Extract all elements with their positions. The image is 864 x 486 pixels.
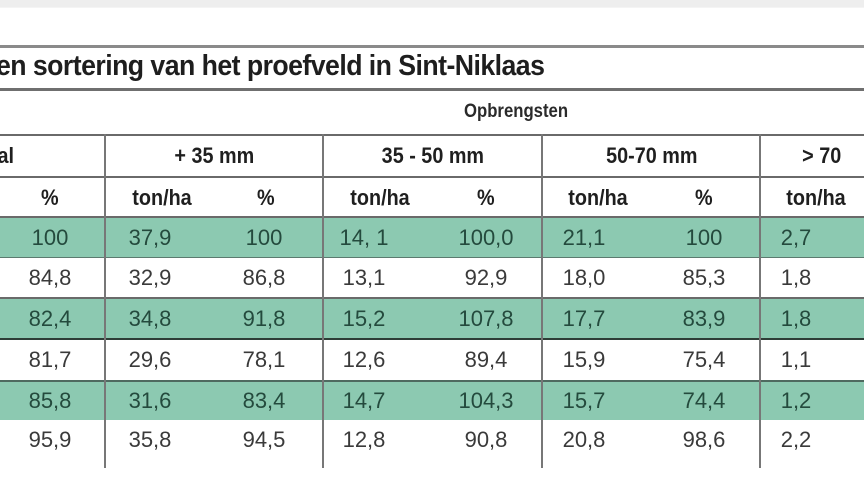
cell: 2,7: [780, 225, 812, 250]
row-rule: [0, 297, 864, 299]
cell: 20,8: [562, 427, 606, 452]
cell: 107,8: [458, 306, 514, 331]
cell: 90,8: [464, 427, 508, 452]
row-rule: [0, 380, 864, 382]
table-row: 95,9 35,8 94,5 12,8 90,8 20,8 98,6 2,2: [0, 420, 864, 460]
section-label-opbrengsten: Opbrengsten: [464, 101, 569, 122]
cell: 74,4: [682, 388, 726, 413]
sub-header-row: % ton/ha % ton/ha % ton/ha % ton/ha: [0, 178, 864, 218]
cell: 84,8: [28, 265, 72, 290]
cell: 104,3: [458, 388, 514, 413]
cell: 18,0: [562, 265, 606, 290]
cell: 17,7: [562, 306, 606, 331]
cell: 15,9: [562, 347, 606, 372]
cell: 91,8: [242, 306, 286, 331]
table-row: 85,8 31,6 83,4 14,7 104,3 15,7 74,4 1,2: [0, 382, 864, 420]
column-separator: [759, 134, 761, 468]
cell: 83,9: [682, 306, 726, 331]
table-row: 84,8 32,9 86,8 13,1 92,9 18,0 85,3 1,8: [0, 258, 864, 298]
rule-header-top: [0, 134, 864, 136]
cell: 94,5: [242, 427, 286, 452]
title-band: en sortering van het proefveld in Sint-N…: [0, 45, 864, 91]
subheader-gt70-ton: ton/ha: [786, 185, 846, 210]
column-separator: [322, 134, 324, 468]
rule-body-top: [0, 216, 864, 218]
subheader-50-70-ton: ton/ha: [568, 185, 628, 210]
cell: 100: [245, 225, 283, 250]
cell: 1,8: [780, 265, 812, 290]
group-header-row: aal + 35 mm 35 - 50 mm 50-70 mm > 70: [0, 136, 864, 176]
cell: 75,4: [682, 347, 726, 372]
cell: 100: [31, 225, 69, 250]
group-header-50-70: 50-70 mm: [605, 143, 698, 168]
cell: 86,8: [242, 265, 286, 290]
cell: 98,6: [682, 427, 726, 452]
subheader-50-70-pct: %: [695, 185, 713, 210]
cell: 83,4: [242, 388, 286, 413]
cell: 35,8: [128, 427, 172, 452]
cell: 21,1: [562, 225, 606, 250]
cell: 92,9: [464, 265, 508, 290]
table-row: 100 37,9 100 14, 1 100,0 21,1 100 2,7: [0, 218, 864, 258]
cell: 14,7: [342, 388, 386, 413]
cell: 12,6: [342, 347, 386, 372]
cell: 2,2: [780, 427, 812, 452]
cell: 31,6: [128, 388, 172, 413]
cell: 1,1: [780, 347, 812, 372]
cell: 1,2: [780, 388, 812, 413]
subheader-35-50-pct: %: [477, 185, 495, 210]
cell: 13,1: [342, 265, 386, 290]
subheader-35-50-ton: ton/ha: [350, 185, 410, 210]
cell: 78,1: [242, 347, 286, 372]
group-header-gt70: > 70: [802, 143, 842, 168]
cell: 1,8: [780, 306, 812, 331]
cell: 82,4: [28, 306, 72, 331]
cell: 15,7: [562, 388, 606, 413]
cell: 14, 1: [339, 225, 389, 250]
cell: 95,9: [28, 427, 72, 452]
cell: 89,4: [464, 347, 508, 372]
subheader-plus35-pct: %: [257, 185, 275, 210]
cell: 32,9: [128, 265, 172, 290]
cell: 29,6: [128, 347, 172, 372]
row-rule: [0, 257, 864, 258]
cell: 12,8: [342, 427, 386, 452]
group-header-totaal: aal: [0, 143, 14, 168]
column-separator: [541, 134, 543, 468]
cell: 15,2: [342, 306, 386, 331]
cell: 85,3: [682, 265, 726, 290]
table-row: 81,7 29,6 78,1 12,6 89,4 15,9 75,4 1,1: [0, 340, 864, 380]
column-separator: [104, 134, 106, 468]
table-title: en sortering van het proefveld in Sint-N…: [0, 50, 545, 82]
row-rule: [0, 338, 864, 340]
subheader-totaal-pct: %: [41, 185, 59, 210]
cell: 85,8: [28, 388, 72, 413]
top-strip: [0, 0, 864, 8]
group-header-plus35: + 35 mm: [174, 143, 254, 168]
cell: 100,0: [458, 225, 514, 250]
cell: 81,7: [28, 347, 72, 372]
cell: 37,9: [128, 225, 172, 250]
cell: 100: [685, 225, 723, 250]
table-row: 82,4 34,8 91,8 15,2 107,8 17,7 83,9 1,8: [0, 299, 864, 339]
rule-subheader-top: [0, 176, 864, 178]
subheader-plus35-ton: ton/ha: [132, 185, 192, 210]
cell: 34,8: [128, 306, 172, 331]
group-header-35-50: 35 - 50 mm: [381, 143, 484, 168]
